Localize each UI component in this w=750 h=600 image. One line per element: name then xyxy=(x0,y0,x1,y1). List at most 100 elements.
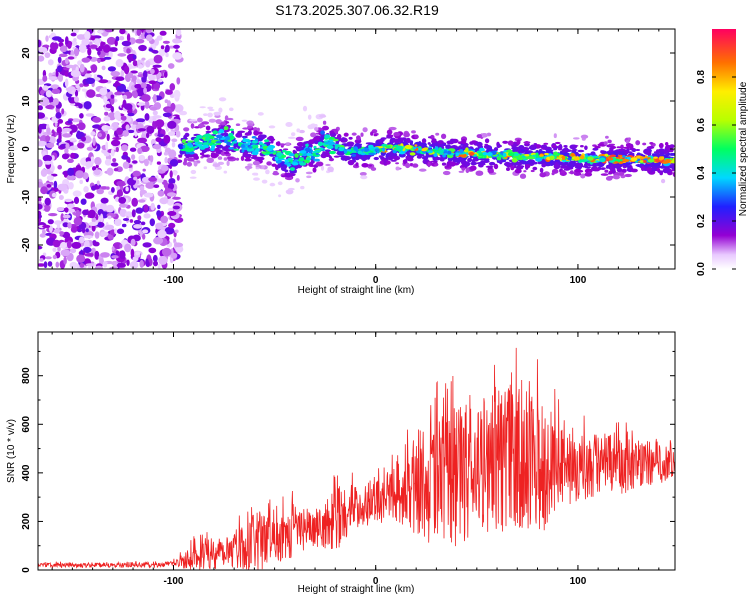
ridge-core xyxy=(437,150,445,154)
noise-blob xyxy=(121,144,129,152)
noise-blob xyxy=(77,122,86,131)
ridge-halo xyxy=(393,155,401,161)
noise-blob xyxy=(57,164,62,170)
noise-blob xyxy=(84,31,91,40)
ridge-halo xyxy=(533,143,538,145)
colorbar-ticks: 0.0 0.2 0.4 0.6 0.8 xyxy=(696,70,707,276)
noise-blob xyxy=(109,47,118,52)
colorbar: 0.0 0.2 0.4 0.6 0.8 Normalized spectral … xyxy=(696,29,749,276)
noise-blob xyxy=(120,115,127,121)
noise-blob xyxy=(168,149,177,159)
ridge-halo xyxy=(626,165,631,168)
ridge-core xyxy=(233,148,240,151)
ridge-core xyxy=(204,137,211,141)
noise-blob xyxy=(141,94,151,102)
ridge-core xyxy=(248,146,253,149)
x-tick-label: 100 xyxy=(570,576,587,587)
ridge-halo xyxy=(309,123,317,129)
ridge-halo xyxy=(540,144,548,148)
ridge-core xyxy=(428,150,433,154)
ridge-core xyxy=(297,158,305,162)
noise-blob xyxy=(62,214,71,219)
noise-blob xyxy=(121,223,127,228)
noise-blob xyxy=(153,184,160,188)
noise-blob xyxy=(105,103,113,109)
chart-title: S173.2025.307.06.32.R19 xyxy=(275,2,439,18)
ridge-halo xyxy=(625,142,632,148)
ridge-halo xyxy=(268,125,276,129)
ridge-core xyxy=(196,134,203,139)
noise-blob xyxy=(142,229,149,234)
ridge-halo xyxy=(624,150,629,155)
noise-blob xyxy=(152,254,158,263)
colorbar-tick-label: 0.4 xyxy=(696,166,707,180)
noise-blob xyxy=(84,192,95,199)
noise-blob xyxy=(83,246,92,254)
noise-blob xyxy=(148,48,154,52)
noise-blob xyxy=(161,164,169,172)
ridge-halo xyxy=(283,148,289,151)
ridge-core xyxy=(218,130,222,134)
noise-blob xyxy=(71,118,81,123)
ridge-halo xyxy=(343,132,349,137)
ridge-core xyxy=(304,147,311,153)
ridge-halo xyxy=(260,134,267,139)
noise-blob xyxy=(45,135,51,142)
ridge-halo xyxy=(441,133,447,139)
ridge-halo xyxy=(668,147,674,153)
ridge-halo xyxy=(210,153,219,158)
ridge-halo xyxy=(241,135,248,139)
snr-y-axis: 0 200 400 600 800 xyxy=(21,367,32,573)
colorbar-tick-label: 0.0 xyxy=(696,262,707,276)
noise-blob xyxy=(171,138,178,143)
noise-blob xyxy=(72,190,82,197)
noise-blob xyxy=(82,88,87,92)
ridge-halo xyxy=(218,97,227,102)
ridge-core xyxy=(524,154,530,157)
noise-blob xyxy=(105,186,110,190)
ridge-halo xyxy=(237,130,246,133)
noise-blob xyxy=(55,112,62,119)
ridge-halo xyxy=(427,142,431,145)
noise-blob xyxy=(171,141,176,148)
ridge-halo xyxy=(551,172,555,176)
noise-blob xyxy=(106,36,116,45)
ridge-halo xyxy=(246,125,253,129)
noise-blob xyxy=(53,228,62,234)
ridge-core xyxy=(293,162,299,166)
ridge-halo xyxy=(659,151,665,156)
noise-blob xyxy=(77,60,83,66)
ridge-core xyxy=(368,144,374,149)
noise-blob xyxy=(38,140,47,147)
ridge-halo xyxy=(253,177,260,181)
ridge-halo xyxy=(247,163,253,167)
noise-blob xyxy=(140,221,146,226)
noise-blob xyxy=(133,176,138,181)
ridge-halo xyxy=(612,168,616,174)
ridge-core xyxy=(264,151,271,154)
ridge-halo xyxy=(442,170,451,176)
ridge-halo xyxy=(241,119,248,122)
ridge-core xyxy=(287,159,294,162)
ridge-halo xyxy=(487,168,494,174)
ridge-halo xyxy=(298,129,305,134)
ridge-core xyxy=(254,149,259,152)
ridge-halo xyxy=(519,173,527,179)
ridge-core xyxy=(244,143,249,147)
ridge-core xyxy=(261,151,266,154)
y-tick-label: 400 xyxy=(21,464,32,481)
ridge-core xyxy=(374,148,380,152)
ridge-halo xyxy=(244,158,252,162)
y-tick-label: 20 xyxy=(21,47,32,59)
ridge-halo xyxy=(539,172,547,178)
noise-blob xyxy=(150,202,155,211)
ridge-halo xyxy=(467,157,473,163)
ridge-core xyxy=(181,139,186,144)
ridge-core xyxy=(371,148,375,152)
noise-blob xyxy=(66,175,76,181)
noise-blob xyxy=(120,70,124,78)
ridge-halo xyxy=(240,155,245,161)
noise-blob xyxy=(79,83,84,88)
ridge-halo xyxy=(608,143,616,146)
noise-blob xyxy=(63,256,67,265)
